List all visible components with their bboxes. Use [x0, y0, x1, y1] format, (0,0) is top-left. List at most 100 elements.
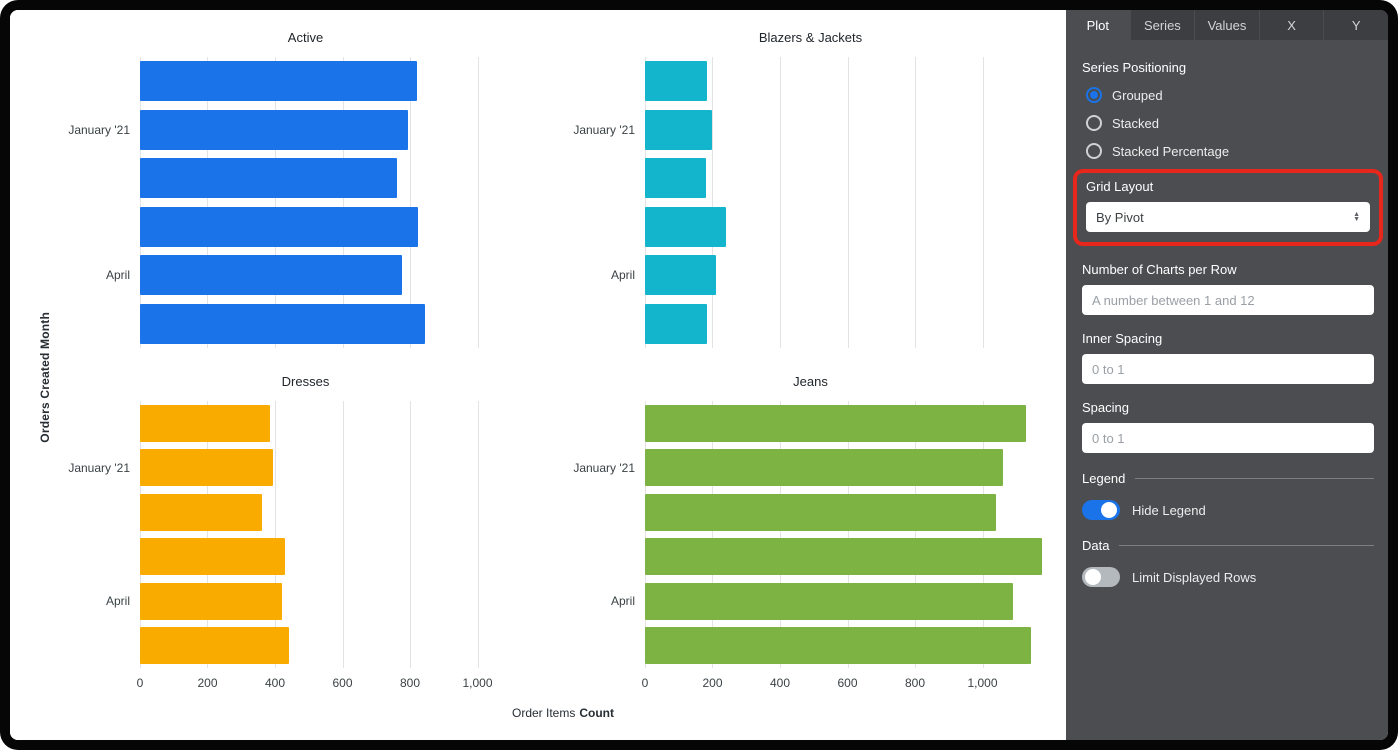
bar[interactable]	[645, 158, 706, 199]
bar-slot	[645, 624, 1050, 669]
divider	[1135, 478, 1374, 479]
bar[interactable]	[140, 61, 417, 102]
plot-area	[140, 57, 545, 348]
plot-settings: Series Positioning Grouped Stacked Stack…	[1066, 40, 1388, 740]
gridline	[645, 57, 646, 348]
limit-displayed-rows-label: Limit Displayed Rows	[1132, 569, 1257, 585]
y-tick-labels: January '21 April	[66, 57, 130, 348]
bar[interactable]	[140, 582, 282, 620]
x-tick-label: 600	[837, 676, 858, 690]
plot-column	[645, 57, 1050, 348]
radio-option-stacked[interactable]: Stacked	[1082, 115, 1374, 131]
charts-per-row-input[interactable]	[1082, 285, 1374, 315]
x-tick-label: 800	[904, 676, 925, 690]
bar[interactable]	[645, 61, 708, 102]
toggle-knob	[1085, 569, 1101, 585]
chart-title: Blazers & Jackets	[758, 30, 863, 45]
bar-slot	[140, 446, 545, 491]
bar[interactable]	[645, 206, 726, 247]
hide-legend-toggle[interactable]	[1082, 500, 1120, 520]
unfold-arrows-icon: ▲ ▼	[1353, 211, 1360, 223]
radio-option-stacked-percentage[interactable]: Stacked Percentage	[1082, 143, 1374, 159]
bar[interactable]	[645, 303, 708, 344]
y-tick-label: April	[610, 594, 635, 609]
tab-label: Series	[1143, 17, 1181, 33]
bar-slot	[140, 57, 545, 106]
bar[interactable]	[645, 538, 1042, 576]
settings-panel: Plot Series Values X Y Series Positionin…	[1066, 10, 1388, 740]
x-axis-title-bold: Count	[579, 706, 614, 720]
y-tick-label: January '21	[573, 460, 635, 475]
bar-slot	[645, 490, 1050, 535]
limit-displayed-rows-toggle[interactable]	[1082, 567, 1120, 587]
x-tick-labels: 0 200 400 600 800 1,000	[642, 668, 1050, 692]
x-tick-label: 400	[769, 676, 790, 690]
tab-x[interactable]: X	[1260, 10, 1325, 40]
tab-label: Y	[1351, 17, 1361, 33]
gridline	[342, 57, 344, 348]
plot-area	[645, 57, 1050, 348]
chart-jeans: Jeans January '21 April 0 200 400 600 800 1,00…	[571, 374, 1050, 692]
tab-plot[interactable]: Plot	[1066, 10, 1131, 40]
bar[interactable]	[645, 627, 1032, 665]
gridline	[982, 57, 984, 348]
bar[interactable]	[140, 303, 426, 344]
radio-icon	[1086, 115, 1102, 131]
tab-values[interactable]: Values	[1195, 10, 1260, 40]
app-window: Orders Created Month Active January '21 A…	[10, 10, 1388, 740]
hide-legend-row: Hide Legend	[1082, 500, 1374, 520]
bar[interactable]	[140, 109, 409, 150]
gridline	[712, 401, 714, 668]
bar[interactable]	[140, 449, 274, 487]
bar[interactable]	[645, 493, 996, 531]
bar[interactable]	[645, 404, 1027, 442]
gridline	[140, 401, 141, 668]
grid-layout-select[interactable]: By Pivot ▲ ▼	[1086, 202, 1370, 232]
gridline	[712, 57, 714, 348]
bar[interactable]	[140, 627, 289, 665]
bar-slot	[140, 401, 545, 446]
data-heading: Data	[1082, 538, 1110, 553]
tab-y[interactable]: Y	[1324, 10, 1388, 40]
x-tick-label: 400	[264, 676, 285, 690]
y-axis-title-column: Orders Created Month	[24, 20, 66, 734]
bar[interactable]	[140, 255, 402, 296]
bar-slot	[140, 490, 545, 535]
bar[interactable]	[140, 158, 397, 199]
y-tick-label: January '21	[68, 460, 130, 475]
tab-series[interactable]: Series	[1131, 10, 1196, 40]
radio-option-grouped[interactable]: Grouped	[1082, 87, 1374, 103]
bar[interactable]	[645, 582, 1013, 620]
y-tick-label: April	[105, 268, 130, 283]
gridline	[409, 401, 411, 668]
chart-body: January '21 April	[66, 57, 545, 348]
inner-spacing-input[interactable]	[1082, 354, 1374, 384]
gridline	[645, 401, 646, 668]
chart-body: January '21 April 0 200 400 600 800 1,000	[66, 401, 545, 692]
bar[interactable]	[645, 255, 716, 296]
x-tick-label: 200	[702, 676, 723, 690]
bar-slot	[140, 154, 545, 203]
plot-column: 0 200 400 600 800 1,000	[137, 401, 545, 692]
tab-label: Plot	[1086, 17, 1109, 33]
x-tick-labels: 0 200 400 600 800 1,000	[137, 668, 545, 692]
x-tick-label: 800	[399, 676, 420, 690]
grid-layout-label: Grid Layout	[1086, 179, 1154, 194]
bar-slot	[645, 300, 1050, 349]
y-tick-label: January '21	[68, 122, 130, 137]
radio-icon	[1086, 143, 1102, 159]
bar[interactable]	[140, 538, 286, 576]
y-tick-labels: January '21 April	[66, 401, 130, 668]
bar[interactable]	[645, 109, 713, 150]
bar[interactable]	[140, 206, 419, 247]
bar-slot	[645, 535, 1050, 580]
gridline	[477, 57, 479, 348]
chart-title: Active	[287, 30, 324, 45]
spacing-input[interactable]	[1082, 423, 1374, 453]
bar[interactable]	[645, 449, 1003, 487]
bar[interactable]	[140, 404, 270, 442]
radio-option-label: Grouped	[1112, 87, 1163, 103]
plot-area	[140, 401, 545, 668]
bar-slot	[645, 154, 1050, 203]
bar[interactable]	[140, 493, 262, 531]
